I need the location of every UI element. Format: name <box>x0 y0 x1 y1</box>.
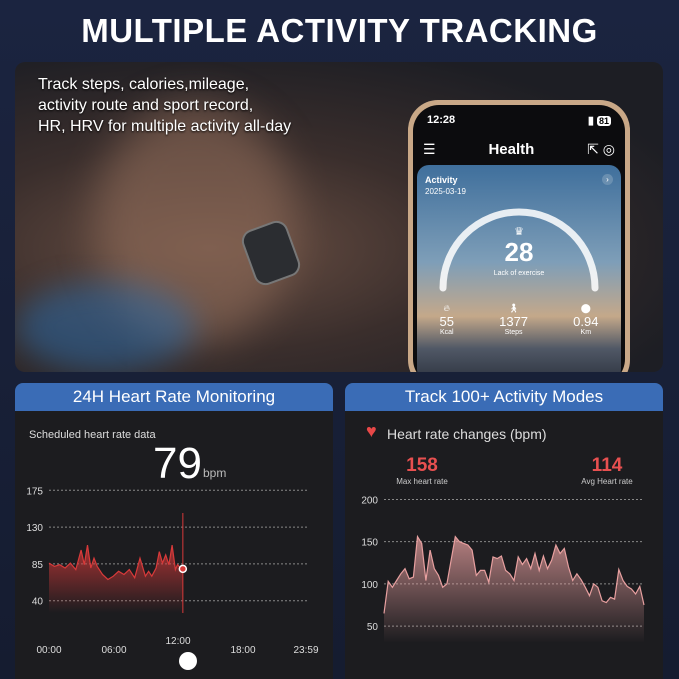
stat-value: 55 <box>439 314 455 329</box>
x-tick-label: 00:00 <box>36 645 61 656</box>
y-tick-label: 130 <box>26 523 43 534</box>
bottle-image <box>15 282 195 372</box>
activity-heart-rate-chart: 200 150 100 50 <box>361 495 645 643</box>
flame-icon: 🔥︎ <box>443 303 451 313</box>
avg-heart-rate-label: Avg Heart rate <box>581 477 633 486</box>
tagline-line: activity route and sport record, <box>38 97 254 114</box>
series-line <box>48 545 184 581</box>
hero-photo: Track steps, calories,mileage, activity … <box>15 62 663 372</box>
x-tick-label: 12:00 <box>165 636 190 647</box>
stat-label: Km <box>580 329 592 336</box>
walk-icon: 🚶︎ <box>507 303 520 313</box>
area-fill <box>384 536 644 643</box>
menu-icon[interactable]: ☰ <box>423 141 436 157</box>
stat-label: Steps <box>504 329 523 336</box>
x-tick-label: 18:00 <box>230 645 255 656</box>
activity-score: 28 <box>504 237 534 267</box>
battery-indicator: 81 <box>596 116 611 126</box>
stat-steps: 🚶︎ 1377 Steps <box>499 303 528 336</box>
panel-header: 24H Heart Rate Monitoring <box>15 383 333 411</box>
chevron-right-icon[interactable]: › <box>602 174 613 185</box>
tagline-line: HR, HRV for multiple activity all-day <box>38 118 292 135</box>
current-bpm: 79 <box>153 439 202 488</box>
activity-label: Activity <box>425 175 458 185</box>
page-title: MULTIPLE ACTIVITY TRACKING <box>81 12 598 49</box>
stat-km: ⬤ 0.94 Km <box>573 303 598 336</box>
stat-label: Kcal <box>439 329 454 336</box>
location-pin-icon: ⬤ <box>580 303 591 313</box>
time-slider-handle[interactable] <box>179 652 197 670</box>
heart-rate-panel: 24H Heart Rate Monitoring Scheduled hear… <box>15 383 333 679</box>
settings-icon[interactable]: ◎ <box>602 141 615 157</box>
share-icon[interactable]: ⇱ <box>587 141 599 157</box>
y-tick-label: 40 <box>32 597 44 608</box>
score-label: Lack of exercise <box>493 270 545 277</box>
y-tick-label: 100 <box>361 580 378 591</box>
activity-modes-panel: Track 100+ Activity Modes ♥ Heart rate c… <box>345 383 663 679</box>
y-tick-label: 200 <box>361 495 378 506</box>
heart-icon: ♥ <box>366 421 377 441</box>
y-tick-label: 50 <box>367 622 379 633</box>
panel-subtitle: Heart rate changes (bpm) <box>387 426 547 442</box>
activity-date: 2025-03-19 <box>425 187 466 196</box>
app-title: Health <box>488 141 535 158</box>
score-gauge <box>439 208 599 292</box>
area-fill <box>49 545 183 613</box>
y-tick-label: 150 <box>361 538 378 549</box>
y-tick-label: 85 <box>32 560 44 571</box>
avg-heart-rate: 114 <box>591 455 623 476</box>
status-bar: 12:28 ▮ 81 <box>427 114 611 127</box>
signal-icon: ▮ <box>587 115 597 127</box>
stat-kcal: 🔥︎ 55 Kcal <box>440 303 454 336</box>
max-heart-rate-label: Max heart rate <box>396 477 448 486</box>
tagline: Track steps, calories,mileage, activity … <box>38 74 291 137</box>
x-tick-label: 06:00 <box>101 645 126 656</box>
series-line <box>383 534 645 614</box>
clock: 12:28 <box>427 114 456 126</box>
y-tick-label: 175 <box>26 486 43 497</box>
stat-value: 1377 <box>499 314 529 329</box>
crown-icon: ♛ <box>514 226 524 238</box>
panel-subtitle: Scheduled heart rate data <box>29 429 156 441</box>
tagline-line: Track steps, calories,mileage, <box>38 76 250 93</box>
bpm-unit: bpm <box>203 466 227 480</box>
activity-card[interactable]: Activity 2025-03-19 › ♛ 28 Lack of exerc… <box>417 165 621 372</box>
heart-rate-24h-chart: 175 130 85 40 00:00 06:00 12:00 18:00 23:59 <box>26 486 319 670</box>
current-point <box>178 564 188 574</box>
x-tick-label: 23:59 <box>293 645 318 656</box>
phone-mockup: 12:28 ▮ 81 ☰ Health ⇱ ◎ Activity 2025-03-… <box>408 100 630 372</box>
panel-header: Track 100+ Activity Modes <box>345 383 663 411</box>
stat-value: 0.94 <box>573 314 599 329</box>
max-heart-rate: 158 <box>406 455 438 476</box>
